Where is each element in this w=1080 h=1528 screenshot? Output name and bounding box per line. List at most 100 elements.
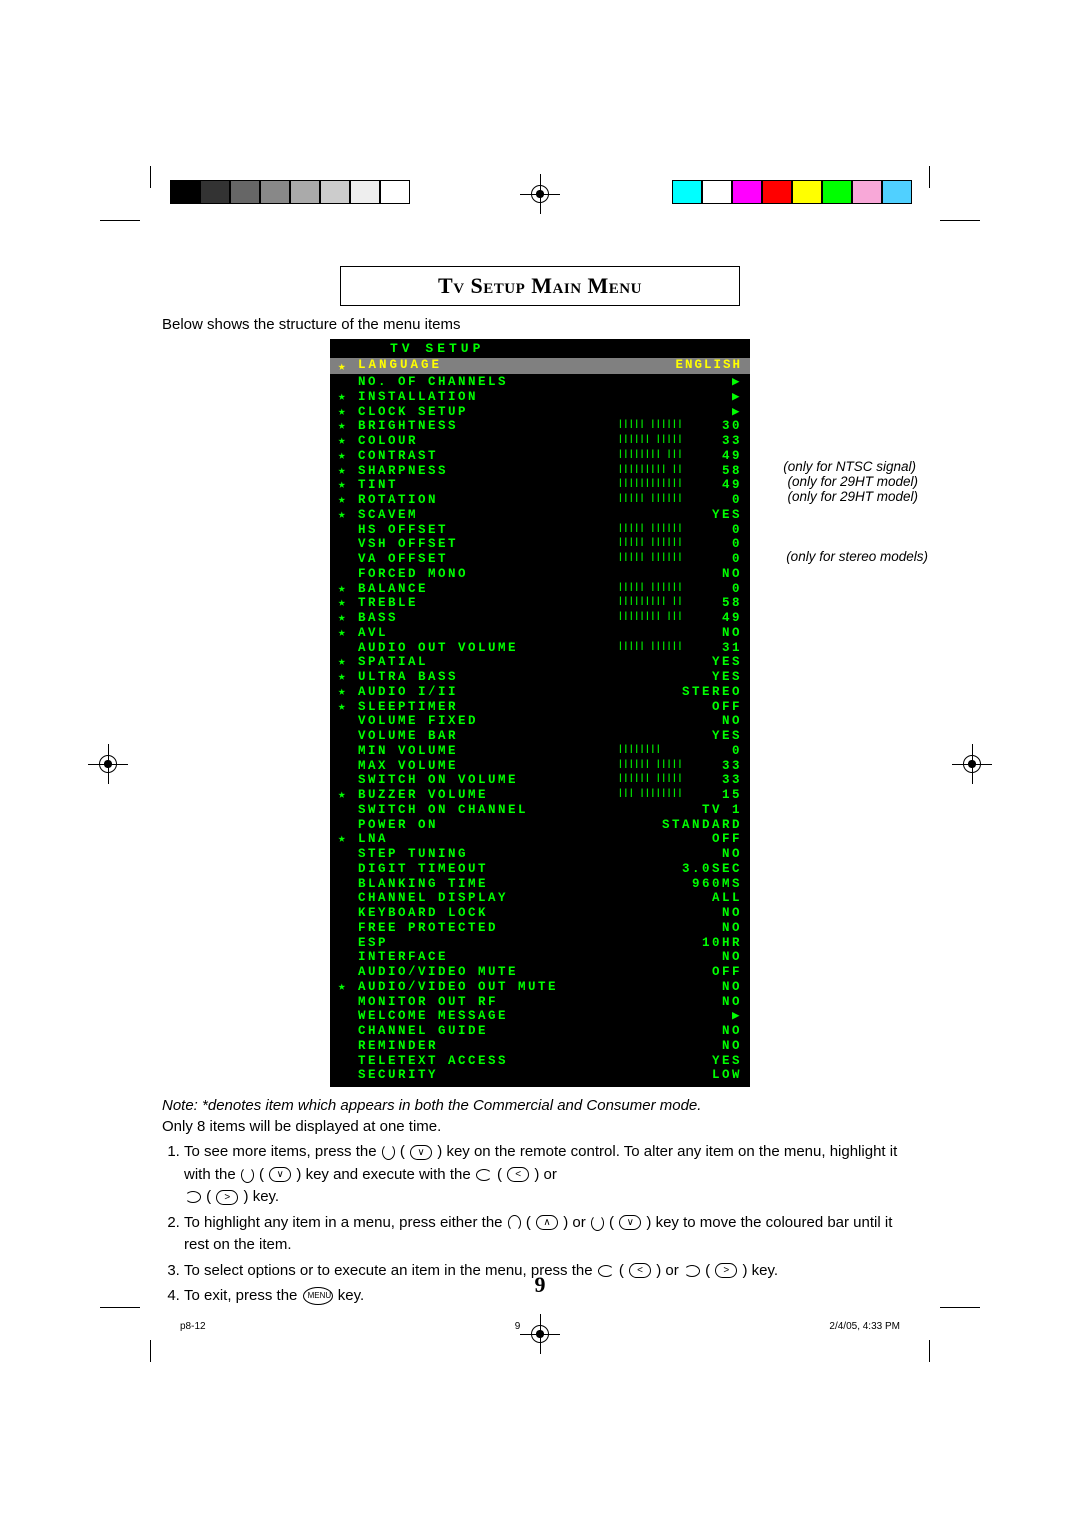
menu-row: ★SPATIALYES: [338, 655, 742, 670]
menu-row: ESP10HR: [338, 936, 742, 951]
menu-row: ★AUDIO/VIDEO OUT MUTENO: [338, 980, 742, 995]
cursor-left-icon: [476, 1169, 492, 1181]
only-8-note: Only 8 items will be displayed at one ti…: [162, 1118, 920, 1135]
trim-mark: [100, 1307, 140, 1308]
side-note: (only for NTSC signal): [783, 459, 916, 474]
menu-highlight-row: ★ LANGUAGE ENGLISH: [330, 358, 750, 374]
menu-row: POWER ONSTANDARD: [338, 818, 742, 833]
menu-row: ★AUDIO I/IISTEREO: [338, 685, 742, 700]
menu-row: DIGIT TIMEOUT3.0SEC: [338, 862, 742, 877]
menu-row: ★BASS|||||||| ||| 49: [338, 611, 742, 626]
menu-row: ★LNAOFF: [338, 832, 742, 847]
intro-text: Below shows the structure of the menu it…: [162, 316, 920, 333]
cursor-right-icon: [185, 1191, 201, 1203]
menu-row: CHANNEL DISPLAYALL: [338, 891, 742, 906]
menu-row: AUDIO/VIDEO MUTEOFF: [338, 965, 742, 980]
trim-mark: [100, 220, 140, 221]
menu-row: FORCED MONONO: [338, 567, 742, 582]
trim-mark: [929, 1340, 930, 1362]
menu-row: CHANNEL GUIDENO: [338, 1024, 742, 1039]
step-1: To see more items, press the ( ∨ ) key o…: [184, 1141, 920, 1209]
menu-row: ★CONTRAST|||||||| ||| 49: [338, 449, 742, 464]
trim-mark: [940, 220, 980, 221]
menu-row: FREE PROTECTEDNO: [338, 921, 742, 936]
menu-body: NO. OF CHANNELS▶★INSTALLATION▶★CLOCK SET…: [330, 374, 750, 1087]
menu-row: SWITCH ON VOLUME|||||| ||||| 33: [338, 773, 742, 788]
menu-row: NO. OF CHANNELS▶: [338, 375, 742, 390]
footer-right: 2/4/05, 4:33 PM: [829, 1321, 900, 1332]
footnote: Note: *denotes item which appears in bot…: [162, 1097, 920, 1114]
page-title: Tv Setup Main Menu: [340, 266, 740, 306]
menu-row: ★BRIGHTNESS||||| |||||| 30: [338, 419, 742, 434]
tv-setup-menu: TV SETUP ★ LANGUAGE ENGLISH NO. OF CHANN…: [330, 339, 750, 1087]
trim-mark: [940, 1307, 980, 1308]
footer-left: p8-12: [180, 1321, 206, 1332]
footer-mid: 9: [515, 1321, 521, 1332]
menu-row: VOLUME FIXEDNO: [338, 714, 742, 729]
side-note: (only for 29HT model): [787, 474, 918, 489]
side-note: (only for stereo models): [786, 549, 928, 564]
menu-row: SECURITYLOW: [338, 1068, 742, 1083]
menu-row: TELETEXT ACCESSYES: [338, 1054, 742, 1069]
page-number: 9: [535, 1272, 546, 1298]
key-down: ∨: [410, 1145, 432, 1160]
menu-row: ★SCAVEMYES: [338, 508, 742, 523]
menu-row: MONITOR OUT RFNO: [338, 995, 742, 1010]
menu-row: ★AVLNO: [338, 626, 742, 641]
step-4: To exit, press the MENU key.: [184, 1285, 920, 1308]
menu-row: ★CLOCK SETUP▶: [338, 405, 742, 420]
menu-row: VOLUME BARYES: [338, 729, 742, 744]
trim-mark: [150, 166, 151, 188]
menu-row: ★TINT|||||||||||| 49: [338, 478, 742, 493]
key-menu: MENU: [303, 1287, 333, 1305]
menu-row: MIN VOLUME|||||||| 0: [338, 744, 742, 759]
menu-row: ★COLOUR|||||| ||||| 33: [338, 434, 742, 449]
trim-mark: [929, 166, 930, 188]
registration-mark: [520, 1314, 560, 1354]
star-icon: ★: [338, 358, 358, 374]
menu-row: ★TREBLE||||||||| || 58: [338, 596, 742, 611]
menu-row: STEP TUNINGNO: [338, 847, 742, 862]
key-down: ∨: [269, 1167, 291, 1182]
menu-row: VSH OFFSET||||| |||||| 0: [338, 537, 742, 552]
cursor-down-icon: [382, 1144, 395, 1160]
menu-row: KEYBOARD LOCKNO: [338, 906, 742, 921]
menu-row: ★INSTALLATION▶: [338, 390, 742, 405]
cursor-right-icon: [684, 1265, 700, 1277]
registration-mark: [520, 174, 560, 214]
trim-mark: [150, 1340, 151, 1362]
menu-row: WELCOME MESSAGE▶: [338, 1009, 742, 1024]
side-note: (only for 29HT model): [787, 489, 918, 504]
page-content: Tv Setup Main Menu Below shows the struc…: [160, 266, 920, 1298]
cursor-down-icon: [591, 1215, 604, 1231]
cursor-down-icon: [241, 1167, 254, 1183]
menu-highlight-label: LANGUAGE: [358, 358, 622, 374]
menu-row: ★ROTATION||||| |||||| 0: [338, 493, 742, 508]
menu-row: INTERFACENO: [338, 950, 742, 965]
menu-row: HS OFFSET||||| |||||| 0: [338, 523, 742, 538]
cursor-up-icon: [508, 1215, 521, 1231]
menu-header: TV SETUP: [330, 339, 750, 358]
key-right: >: [715, 1263, 737, 1278]
key-right: >: [216, 1190, 238, 1205]
menu-row: ★SLEEPTIMEROFF: [338, 700, 742, 715]
registration-mark: [952, 744, 992, 784]
menu-row: ★SHARPNESS||||||||| || 58: [338, 464, 742, 479]
menu-row: ★BUZZER VOLUME||| |||||||| 15: [338, 788, 742, 803]
cursor-left-icon: [598, 1265, 614, 1277]
key-down: ∨: [619, 1215, 641, 1230]
print-footer: p8-12 9 2/4/05, 4:33 PM: [180, 1321, 900, 1332]
step-2: To highlight any item in a menu, press e…: [184, 1212, 920, 1257]
menu-row: MAX VOLUME|||||| ||||| 33: [338, 759, 742, 774]
menu-row: ★ULTRA BASSYES: [338, 670, 742, 685]
calibration-bar-right: [672, 180, 912, 204]
menu-highlight-value: ENGLISH: [622, 358, 742, 374]
key-left: <: [629, 1263, 651, 1278]
step-3: To select options or to execute an item …: [184, 1260, 920, 1283]
menu-row: BLANKING TIME960MS: [338, 877, 742, 892]
menu-row: ★BALANCE||||| |||||| 0: [338, 582, 742, 597]
menu-row: AUDIO OUT VOLUME||||| |||||| 31: [338, 641, 742, 656]
registration-mark: [88, 744, 128, 784]
calibration-bar-left: [170, 180, 410, 204]
key-left: <: [507, 1167, 529, 1182]
